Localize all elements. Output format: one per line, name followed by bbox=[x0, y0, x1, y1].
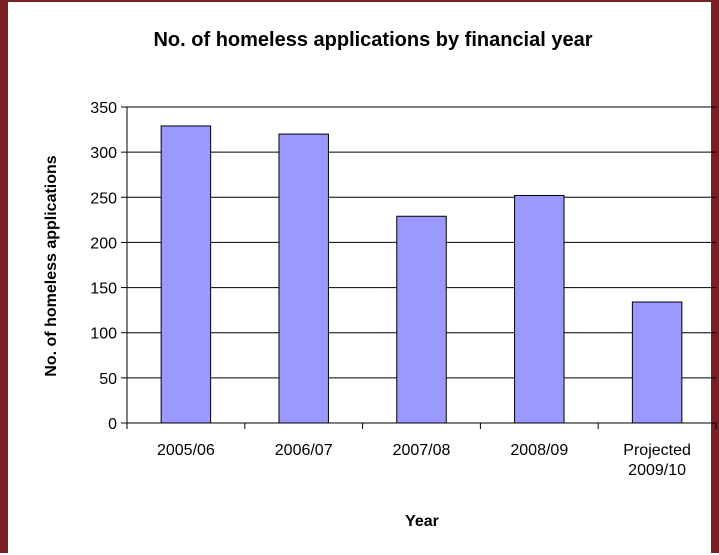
axes bbox=[121, 106, 717, 429]
x-tick-label: 2005/06 bbox=[157, 442, 215, 459]
x-tick-label: 2006/07 bbox=[275, 442, 333, 459]
x-tick-label: 2007/08 bbox=[393, 442, 451, 459]
y-tick-labels: 0 50 100 150 200 250 300 350 bbox=[90, 100, 117, 433]
bar bbox=[396, 215, 447, 424]
bar bbox=[514, 194, 565, 424]
x-tick-label: 2008/09 bbox=[510, 442, 568, 459]
y-tick-label: 300 bbox=[90, 145, 117, 162]
x-tick-label: Projected 2009/10 bbox=[623, 442, 691, 479]
x-axis-title: Year bbox=[405, 513, 439, 530]
x-tick-labels: 2005/06 2006/07 2007/08 2008/09 Projected 200… bbox=[157, 442, 691, 479]
bar bbox=[278, 133, 329, 424]
y-tick-label: 350 bbox=[90, 100, 117, 117]
y-tick-label: 100 bbox=[90, 326, 117, 343]
y-tick-label: 200 bbox=[90, 235, 117, 252]
y-tick-label: 0 bbox=[108, 416, 117, 433]
bar bbox=[160, 125, 212, 424]
y-axis-title: No. of homeless applications bbox=[43, 155, 60, 376]
y-tick-label: 50 bbox=[99, 371, 117, 388]
y-tick-label: 250 bbox=[90, 190, 117, 207]
bar-chart: No. of homeless applications by financia… bbox=[43, 29, 717, 530]
bars bbox=[160, 125, 683, 424]
bar bbox=[631, 301, 683, 424]
y-tick-label: 150 bbox=[90, 281, 117, 298]
chart-title: No. of homeless applications by financia… bbox=[153, 29, 592, 51]
